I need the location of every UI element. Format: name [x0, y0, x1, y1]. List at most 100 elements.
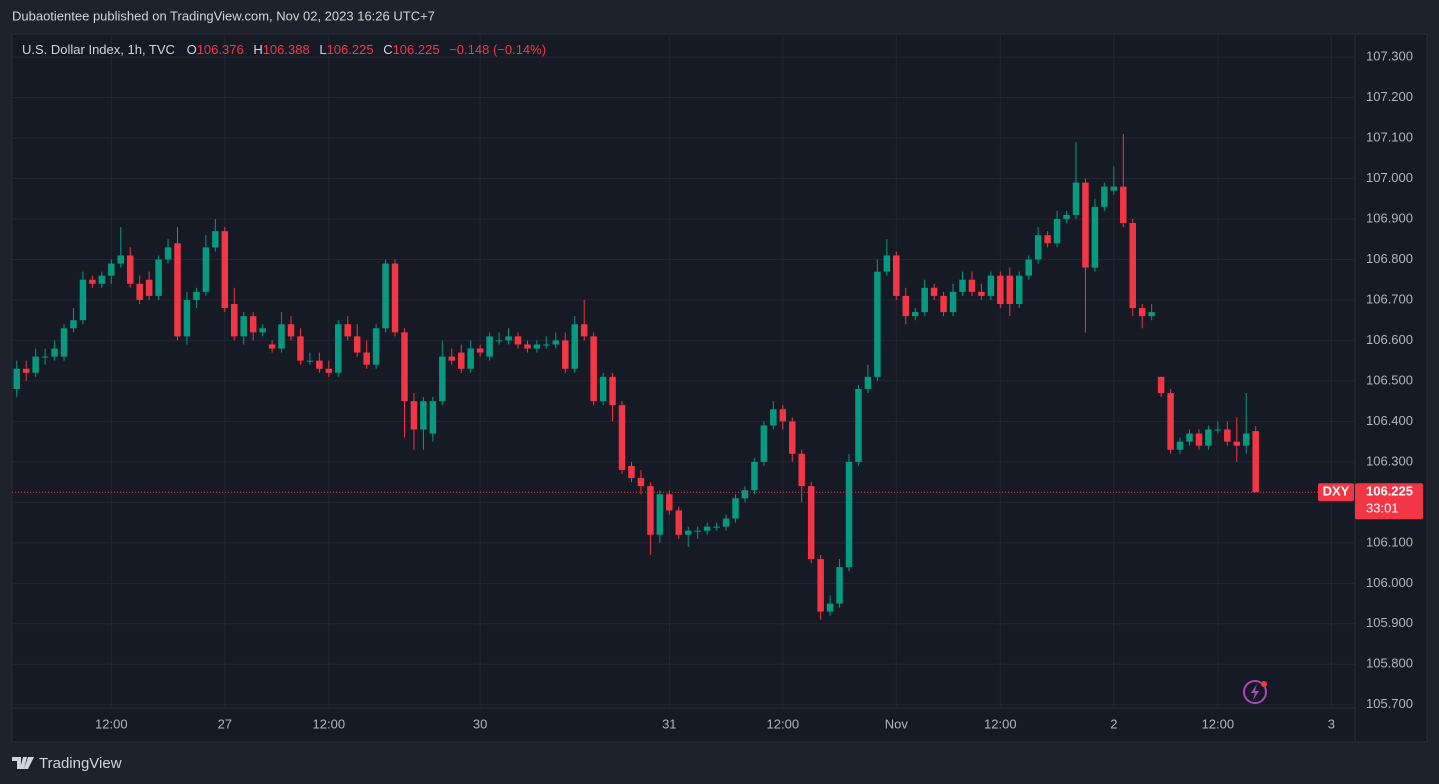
candle-body	[949, 291, 957, 313]
candle-body	[694, 530, 701, 532]
candle-body	[136, 283, 143, 300]
candle-body	[1186, 433, 1193, 442]
candle-body	[883, 255, 891, 272]
candle-body	[202, 247, 210, 292]
x-tick-label: 12:00	[984, 716, 1017, 731]
candle-body	[760, 425, 768, 462]
alert-dot	[1261, 681, 1267, 687]
ohlc-key: H	[253, 42, 263, 57]
x-tick-label: 31	[662, 716, 676, 731]
candle-body	[779, 409, 787, 422]
countdown: 33:01	[1366, 501, 1399, 516]
candle-body	[268, 344, 276, 349]
candle-body	[836, 567, 843, 604]
candle-body	[807, 486, 815, 560]
candle-body	[609, 376, 616, 406]
y-tick-label: 106.300	[1366, 453, 1413, 468]
candle-body	[1016, 275, 1023, 305]
candle-body	[789, 421, 796, 454]
candle-body	[335, 324, 342, 373]
candle-body	[930, 287, 938, 296]
candle-body	[1148, 312, 1155, 317]
ohlc-value: 106.388	[262, 42, 310, 57]
candle-body	[41, 356, 49, 358]
y-tick-label: 106.700	[1366, 291, 1413, 306]
candle-body	[401, 332, 408, 402]
candle-body	[1120, 186, 1127, 224]
candle-body	[372, 328, 380, 365]
y-tick-label: 105.900	[1366, 615, 1413, 630]
candle-body	[826, 603, 834, 612]
candle-body	[703, 526, 711, 531]
candle-body	[637, 478, 645, 487]
logo: TradingView	[12, 755, 122, 772]
symbol: U.S. Dollar Index, 1h, TVC	[22, 42, 175, 57]
candle-body	[1157, 376, 1165, 394]
candle-body	[1176, 441, 1184, 450]
candle-body	[439, 356, 446, 402]
candle-body	[1034, 235, 1042, 260]
candle-body	[666, 494, 673, 511]
candle-body	[278, 324, 285, 349]
candle-body	[193, 291, 200, 300]
candle-body	[628, 465, 635, 479]
candle-body	[1195, 433, 1203, 446]
y-tick-label: 105.800	[1366, 656, 1413, 671]
candle-body	[429, 401, 437, 434]
candle-body	[855, 389, 862, 462]
candle-body	[514, 336, 522, 345]
ticker-tag	[1318, 483, 1354, 502]
candle-body	[940, 295, 947, 313]
x-tick-label: Nov	[885, 716, 909, 731]
ohlc-value: 106.376	[196, 42, 244, 57]
candle-body	[1006, 275, 1014, 305]
candle-body	[1214, 429, 1222, 431]
candle-body	[732, 498, 739, 519]
candles	[12, 133, 1355, 620]
candle-body	[1044, 235, 1051, 244]
candle-body	[874, 271, 881, 377]
candle-body	[571, 324, 578, 369]
candle-body	[259, 328, 266, 333]
candle-body	[978, 291, 985, 296]
x-tick-label: 3	[1328, 716, 1335, 731]
candle-body	[183, 299, 191, 337]
candle-body	[448, 356, 456, 361]
candle-body	[751, 461, 758, 491]
candle-body	[344, 324, 351, 337]
price-tag-value: 106.225	[1366, 484, 1413, 499]
candle-body	[89, 279, 96, 284]
candle-body	[297, 336, 304, 361]
candle-body	[590, 336, 597, 402]
candle-body	[1025, 259, 1032, 276]
x-tick-label: 12:00	[1202, 716, 1235, 731]
y-tick-label: 105.700	[1366, 696, 1413, 711]
candle-body	[117, 255, 125, 264]
candle-body	[552, 340, 560, 345]
x-tick-label: 27	[218, 716, 232, 731]
candle-body	[647, 486, 654, 535]
candle-body	[145, 279, 153, 296]
candle-body	[1138, 308, 1146, 317]
alert-bolt	[1251, 684, 1259, 700]
y-tick-label: 106.000	[1366, 575, 1413, 590]
candle-body	[98, 275, 106, 284]
candle-body	[108, 263, 115, 276]
x-tick-label: 12:00	[767, 716, 800, 731]
candle-body	[1252, 431, 1259, 493]
candle-body	[22, 368, 30, 373]
x-tick-label: 30	[473, 716, 487, 731]
ohlc-key: L	[319, 42, 327, 57]
candle-body	[420, 401, 427, 430]
candle-body	[231, 304, 238, 337]
candle-body	[741, 490, 749, 499]
candle-body	[533, 344, 541, 349]
candle-body	[1167, 393, 1174, 450]
candle-body	[79, 279, 87, 321]
candle-body	[457, 352, 465, 369]
candle-body	[1205, 429, 1212, 446]
y-tick-label: 106.800	[1366, 251, 1413, 266]
x-tick-label: 12:00	[95, 716, 128, 731]
candle-body	[212, 231, 219, 248]
candle-body	[505, 336, 512, 341]
